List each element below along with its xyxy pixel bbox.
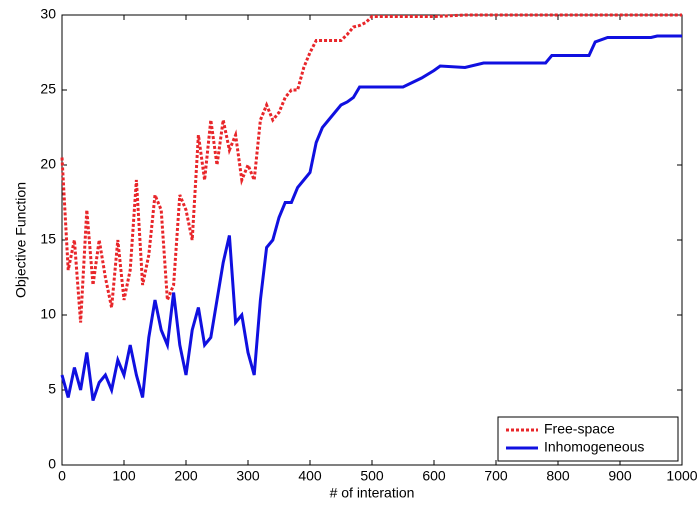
- legend: [497, 416, 679, 462]
- x-tick-label: 300: [236, 468, 260, 484]
- x-tick-label: 1000: [666, 468, 697, 484]
- x-tick-label: 400: [298, 468, 322, 484]
- x-tick-label: 800: [546, 468, 570, 484]
- series-line: [60, 34, 682, 401]
- y-tick-label: 30: [40, 6, 56, 22]
- x-tick-label: 900: [608, 468, 632, 484]
- y-tick-label: 20: [40, 156, 56, 172]
- x-axis-label: # of interation: [330, 485, 415, 501]
- y-tick-label: 15: [40, 231, 56, 247]
- y-tick-label: 10: [40, 306, 56, 322]
- x-tick-label: 500: [360, 468, 384, 484]
- y-axis-label: Objective Function: [13, 182, 29, 298]
- legend-label: Free-space: [544, 421, 615, 437]
- x-tick-label: 200: [174, 468, 198, 484]
- y-tick-label: 0: [48, 456, 56, 472]
- plot-area: [61, 14, 683, 466]
- y-tick-label: 25: [40, 81, 56, 97]
- x-tick-label: 0: [58, 468, 66, 484]
- x-tick-label: 700: [484, 468, 508, 484]
- x-tick-label: 600: [422, 468, 446, 484]
- series-line: [60, 13, 682, 323]
- legend-label: Inhomogeneous: [544, 439, 644, 455]
- x-tick-label: 100: [112, 468, 136, 484]
- y-tick-label: 5: [48, 381, 56, 397]
